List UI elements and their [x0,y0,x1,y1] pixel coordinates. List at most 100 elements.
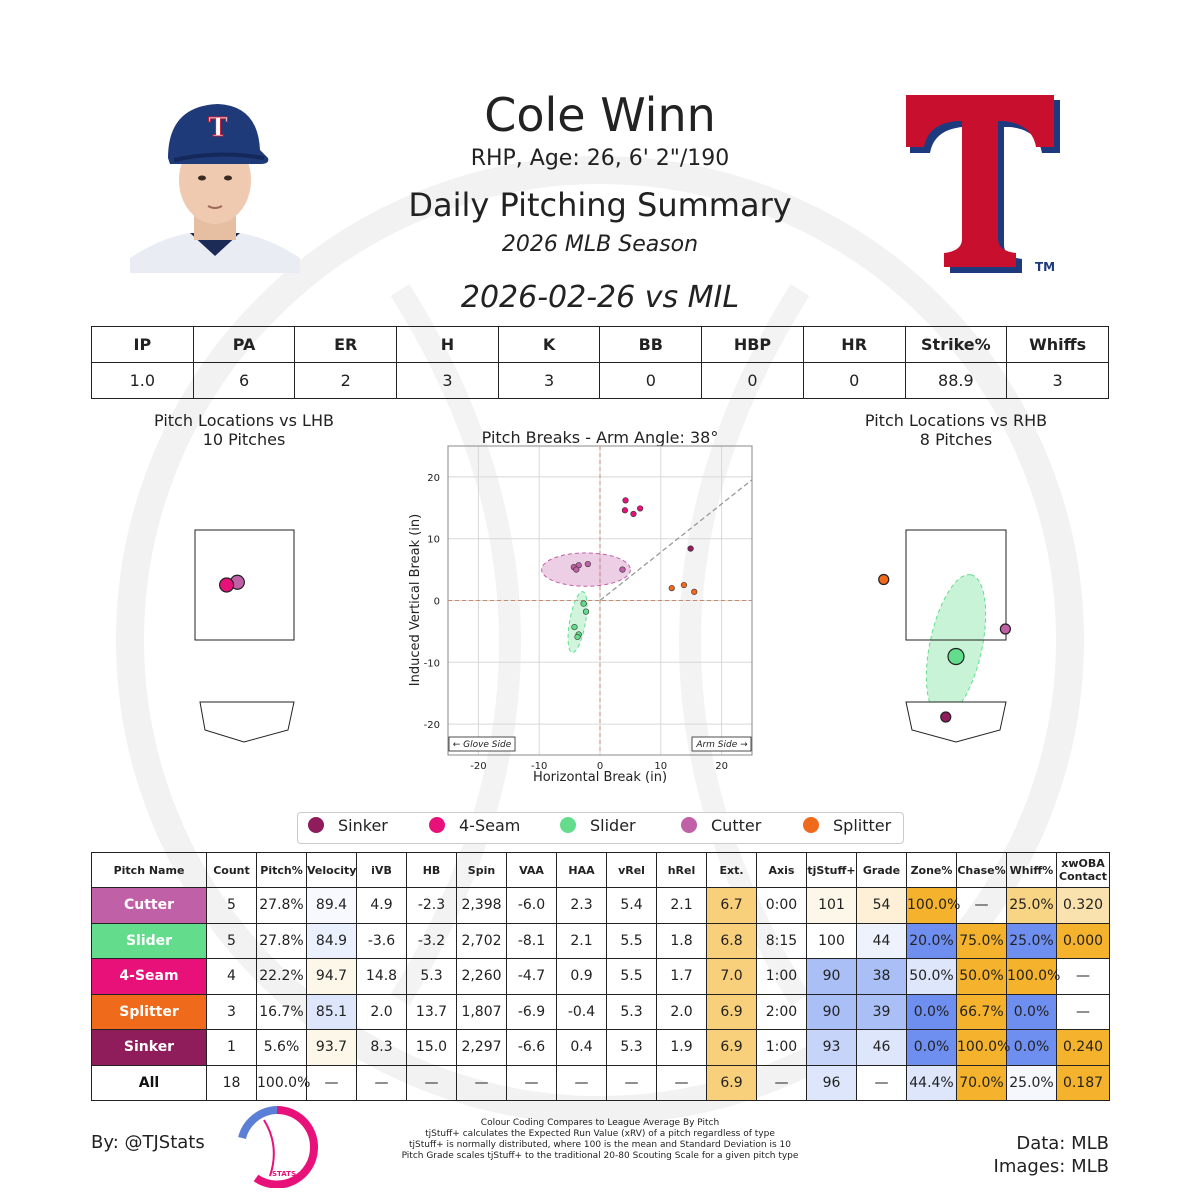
table-row: Sinker 1 5.6% 93.7 8.3 15.0 2,297 -6.6 0.4 5.3 1.9… [91,1029,1110,1066]
cell-axis: 1:00 [756,1029,807,1066]
cell-velocity: — [306,1064,357,1101]
pitch-header-vaa: VAA [506,852,557,888]
pitch-header-hrel: hRel [656,852,707,888]
pitch-summary-table: Pitch Name Count Pitch% Velocity iVB HB Spin VA… [91,852,1110,1101]
cell-hb: -2.3 [406,887,457,924]
pitch-header-velocity: Velocity [306,852,357,888]
line-stats-table: IP PA ER H K BB HBP HR Strike% Whiffs 1.0 6 2 3 3 0 0 0 8… [91,326,1109,399]
game-label: 2026-02-26 vs MIL [460,280,740,315]
line-header-strike: Strike% [904,326,1008,363]
pitch-name-cell: All [91,1064,207,1101]
line-value-hbp: 0 [701,362,804,399]
break-point-4-seam [621,507,629,514]
cell-ivb: 4.9 [356,887,407,924]
cell-velocity: 89.4 [306,887,357,924]
cell-grade: 44 [856,922,907,959]
cell-chase: — [956,887,1007,924]
cell-chase: 75.0% [956,922,1007,959]
y-tick-label: 0 [434,597,440,608]
team-logo: TM [906,95,1060,274]
cell-ext: 6.9 [706,1064,757,1101]
pitch-legend: Sinker 4-Seam Slider Cutter Splitter [297,812,904,844]
cell-vrel: — [606,1064,657,1101]
cell-tjstuff: 101 [806,887,857,924]
line-header-ip: IP [91,326,194,363]
pitch-name-cell: Sinker [91,1029,207,1066]
table-row: Slider 5 27.8% 84.9 -3.6 -3.2 2,702 -8.1 2.1 5.5 1… [91,922,1110,959]
pitch-break-chart: Pitch Breaks - Arm Angle: 38° -20 -10 0 10 2… [408,428,753,785]
location-point-sinker [940,711,952,723]
cell-whiff: 25.0% [1006,887,1057,924]
pitch-header-hb: HB [406,852,457,888]
break-point-slider [571,623,578,631]
cell-axis: 2:00 [756,993,807,1030]
line-value-h: 3 [396,362,499,399]
cell-zone: 44.4% [906,1064,957,1101]
table-row: Splitter 3 16.7% 85.1 2.0 13.7 1,807 -6.9 -0.4 5.… [91,993,1110,1030]
cell-vrel: 5.3 [606,1029,657,1066]
break-point-slider [574,633,581,641]
cell-xwoba-contact: — [1056,958,1110,995]
cell-hb: — [406,1064,457,1101]
cell-ext: 6.7 [706,887,757,924]
footer-note-line: Pitch Grade scales tjStuff+ to the tradi… [401,1151,799,1161]
cell-spin: 2,260 [456,958,507,995]
line-value-ip: 1.0 [91,362,194,399]
legend-label: 4-Seam [459,816,521,835]
cell-vaa: — [506,1064,557,1101]
cell-zone: 0.0% [906,993,957,1030]
cell-count: 3 [206,993,257,1030]
break-ellipse-cutter [541,552,631,587]
rhb-location-plot [878,529,1011,743]
cell-pitch: 100.0% [256,1064,310,1101]
lhb-plot-title-text: Pitch Locations vs LHB [154,411,334,430]
pitch-name-cell: Slider [91,922,207,959]
cell-whiff: 0.0% [1006,1029,1057,1066]
x-tick-label: -20 [470,761,486,772]
svg-text:← Glove Side: ← Glove Side [453,740,512,750]
break-point-slider [582,608,590,615]
location-point-4-seam [219,577,235,593]
line-header-pa: PA [192,326,296,363]
cell-tjstuff: 100 [806,922,857,959]
trademark-mark: TM [1035,260,1055,274]
cell-count: 4 [206,958,257,995]
pitch-header-haa: HAA [556,852,607,888]
line-header-hbp: HBP [701,326,804,363]
legend-marker [681,817,697,833]
cell-hrel: — [656,1064,707,1101]
strike-zone [194,529,295,641]
cell-velocity: 94.7 [306,958,357,995]
cell-spin: — [456,1064,507,1101]
line-header-h: H [396,326,499,363]
footer-note-line: tjStuff+ is normally distributed, where … [408,1140,792,1150]
table-row: 4-Seam 4 22.2% 94.7 14.8 5.3 2,260 -4.7 0.9 5.5 1.… [91,958,1110,995]
lhb-location-plot [194,529,295,743]
cell-hb: 13.7 [406,993,457,1030]
cell-xwoba-contact: — [1056,993,1110,1030]
cell-vaa: -4.7 [506,958,557,995]
line-header-bb: BB [599,326,703,363]
cell-ivb: 2.0 [356,993,407,1030]
pitch-header-whiff: Whiff% [1006,852,1057,888]
pitch-header-axis: Axis [756,852,807,888]
cell-haa: -0.4 [556,993,607,1030]
x-tick-label: 20 [715,761,728,772]
pitch-name-cell: Cutter [91,887,207,924]
pitch-header-count: Count [206,852,257,888]
cell-pitch: 27.8% [256,922,307,959]
svg-text:Arm Side →: Arm Side → [695,740,748,750]
cell-grade: 54 [856,887,907,924]
break-point-cutter [584,560,591,568]
cell-whiff: 0.0% [1006,993,1057,1030]
cell-spin: 2,702 [456,922,507,959]
cell-xwoba-contact: 0.240 [1056,1029,1110,1066]
cell-hb: -3.2 [406,922,457,959]
cell-vaa: -6.0 [506,887,557,924]
cell-count: 5 [206,922,257,959]
break-point-splitter [680,581,688,589]
cell-vaa: -6.9 [506,993,557,1030]
cell-axis: 8:15 [756,922,807,959]
break-point-4-seam [622,497,629,504]
table-row: Cutter 5 27.8% 89.4 4.9 -2.3 2,398 -6.0 2.3 5.4 2.… [91,887,1110,924]
